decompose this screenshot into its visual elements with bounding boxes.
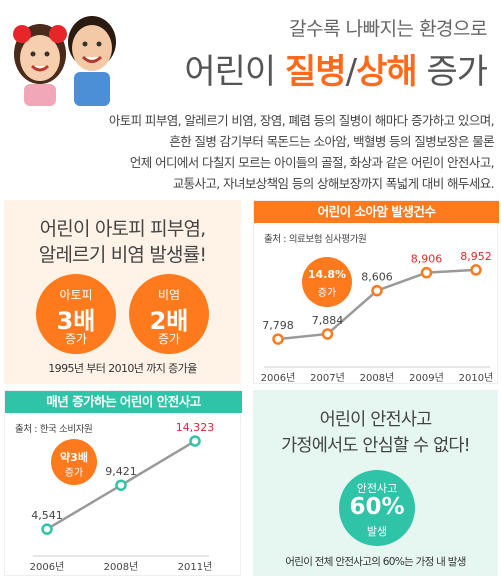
rhinitis-circle-increase: 증가 (157, 332, 181, 346)
safety-line-chart: 4,541 2006년 9,421 2008년 14,323 2011년 (30, 421, 215, 573)
safety-chart-panel: 매년 증가하는 어린이 안전사고 출처 : 한국 소비자원 4,541 2006년… (4, 390, 242, 576)
data-label: 4,541 (31, 509, 63, 522)
home-accident-circle: 안전사고 60% 발생 (339, 470, 415, 546)
intro-line: 아토피 피부염, 알레르기 비염, 장염, 폐렴 등의 질병이 해마다 증가하고… (108, 113, 495, 128)
data-label: 8,906 (411, 253, 443, 266)
home-circle-label: 안전사고 (356, 482, 398, 495)
data-label: 9,421 (105, 465, 137, 478)
atopy-panel: 어린이 아토피 피부염, 알레르기 비염 발생률! 아토피 3배 증가 비염 2… (4, 200, 241, 384)
safety-source: 출처 : 한국 소비자원 (15, 424, 93, 435)
intro-line: 언제 어디에서 다칠지 모르는 아이들의 골절, 화상과 같은 어린이 안전사고… (129, 155, 495, 170)
x-tick-label: 2006년 (30, 561, 65, 573)
atopy-circle-increase: 증가 (64, 332, 88, 346)
x-tick-label: 2009년 (409, 372, 444, 384)
safety-chart-title: 매년 증가하는 어린이 안전사고 (5, 391, 242, 413)
tonsil-chart-title: 어린이 소아암 발생건수 (254, 201, 499, 223)
x-tick-label: 2006년 (261, 372, 296, 384)
data-point (115, 479, 127, 491)
header: 갈수록 나빠지는 환경으로 어린이 질병/상해 증가 (0, 0, 501, 108)
data-point (321, 328, 334, 340)
data-point (41, 523, 53, 535)
atopy-note: 1995년 부터 2010년 까지 증가율 (48, 362, 197, 375)
x-tick-label: 2007년 (310, 372, 345, 384)
page-title: 어린이 질병/상해 증가 (184, 44, 488, 93)
atopy-title-line1: 어린이 아토피 피부염, (39, 218, 207, 240)
atopy-circle-label: 아토피 (59, 288, 93, 302)
x-tick-label: 2008년 (104, 561, 139, 573)
data-point (420, 266, 433, 279)
title-accent-injury: 상해 (356, 52, 418, 92)
tonsil-source: 출처 : 의료보험 심사평가원 (264, 234, 367, 245)
kids-photo (13, 16, 116, 106)
data-label: 7,798 (262, 319, 294, 332)
rhinitis-circle-value: 2배 (149, 307, 189, 335)
tonsil-badge-value: 14.8% (307, 268, 347, 281)
data-label: 8,952 (460, 250, 492, 263)
intro-line: 교통사고, 자녀보상책임 등의 상해보장까지 폭넓게 대비 해두세요. (172, 176, 495, 191)
data-point (371, 284, 383, 297)
data-point (272, 333, 284, 345)
title-suffix: 증가 (426, 52, 488, 92)
x-tick-label: 2011년 (178, 561, 213, 573)
data-label: 8,606 (361, 271, 393, 284)
home-note: 어린이 전체 안전사고의 60%는 가정 내 발생 (285, 556, 466, 568)
rhinitis-circle-label: 비염 (157, 288, 181, 302)
data-point (470, 264, 482, 276)
home-title-line2: 가정에서도 안심할 수 없다! (281, 436, 471, 456)
x-tick-label: 2008년 (360, 372, 395, 384)
tonsil-increase-badge: 14.8% 증가 (302, 257, 352, 307)
data-label: 7,884 (312, 314, 344, 327)
safety-badge-label: 증가 (64, 468, 84, 479)
tonsil-line-chart: 7,798 2006년 7,884 2007년 8,606 2008년 8,906 2009년… (261, 250, 494, 384)
home-accident-panel: 어린이 안전사고 가정에서도 안심할 수 없다! 안전사고 60% 발생 어린이… (253, 390, 498, 576)
atopy-circle: 아토피 3배 증가 (36, 274, 116, 354)
x-tick-label: 2010년 (459, 372, 494, 384)
home-title-line1: 어린이 안전사고 (319, 410, 433, 430)
tonsil-badge-label: 증가 (317, 288, 337, 299)
data-label: 14,323 (176, 421, 215, 434)
home-circle-occur: 발생 (366, 525, 388, 538)
safety-badge-value: 약3배 (60, 451, 88, 464)
home-circle-value: 60% (349, 494, 405, 520)
title-accent-disease: 질병 (285, 52, 347, 92)
intro-line: 흔한 질병 감기부터 목돈드는 소아암, 백혈병 등의 질병보장은 물론 (169, 134, 494, 149)
title-slash: / (345, 52, 358, 92)
title-prefix: 어린이 (184, 52, 276, 92)
tonsil-chart-panel: 어린이 소아암 발생건수 출처 : 의료보험 심사평가원 7,798 2006년 7… (253, 200, 499, 384)
rhinitis-circle: 비염 2배 증가 (129, 274, 209, 354)
header-subtitle: 갈수록 나빠지는 환경으로 (289, 18, 487, 40)
atopy-circle-value: 3배 (56, 307, 96, 335)
atopy-title-line2: 알레르기 비염 발생률! (38, 244, 207, 266)
safety-increase-badge: 약3배 증가 (51, 439, 97, 485)
intro-text: 아토피 피부염, 알레르기 비염, 장염, 폐렴 등의 질병이 해마다 증가하고… (48, 110, 495, 194)
data-point (189, 435, 201, 447)
